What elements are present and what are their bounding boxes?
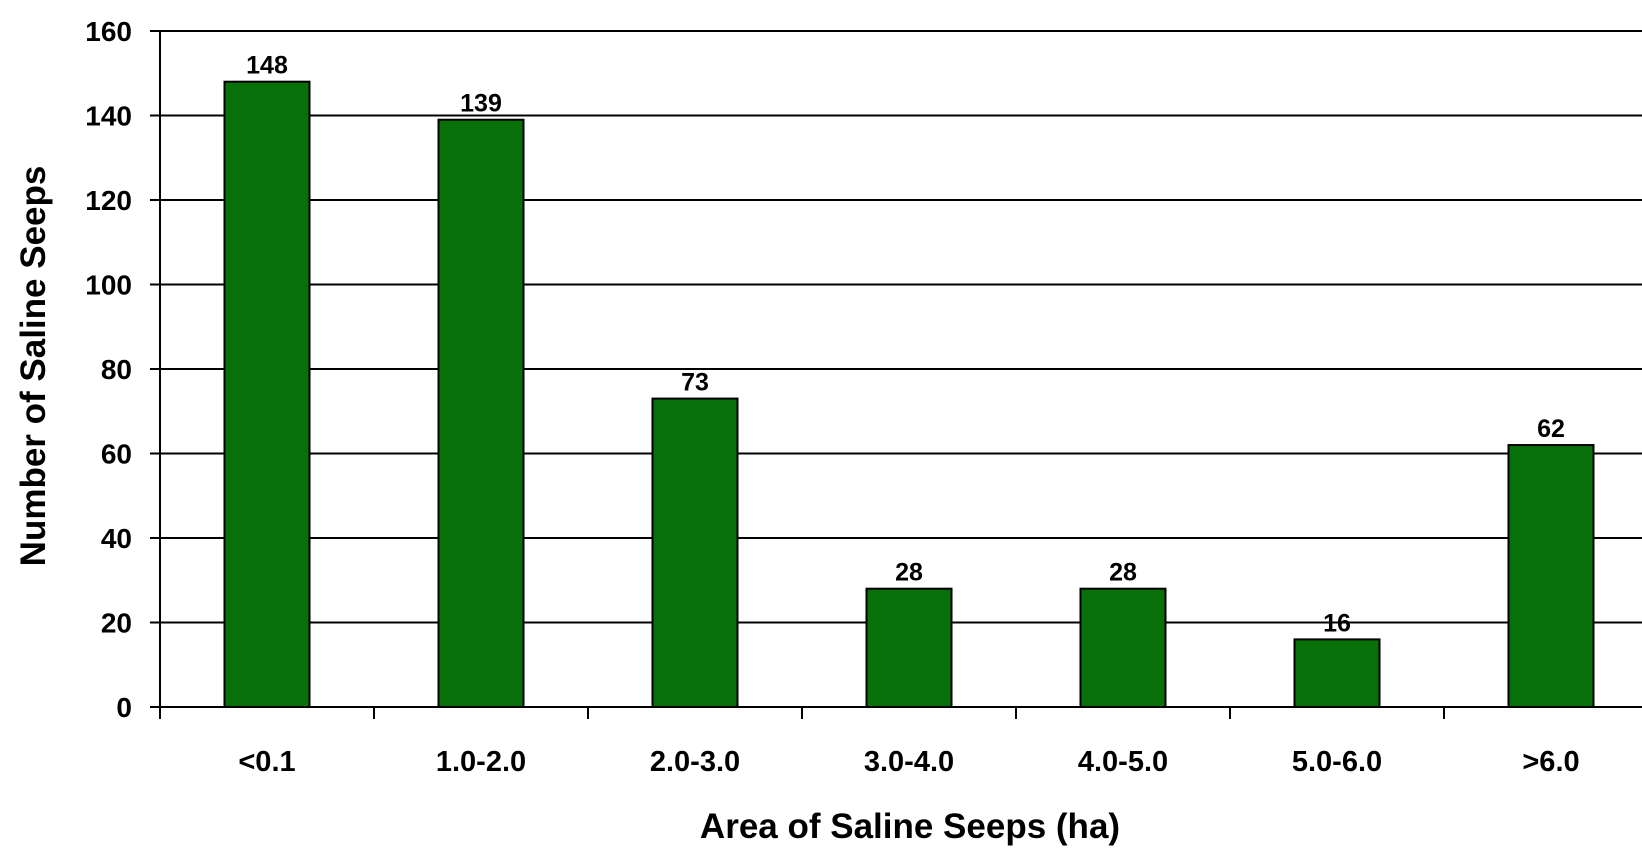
y-tick-label: 100 xyxy=(85,270,132,301)
x-tick-label: 1.0-2.0 xyxy=(436,746,526,778)
y-tick-label: 0 xyxy=(116,692,132,723)
bar xyxy=(1293,638,1381,709)
x-tick-label: 2.0-3.0 xyxy=(650,746,740,778)
y-tick-label: 120 xyxy=(85,185,132,216)
x-axis-title: Area of Saline Seeps (ha) xyxy=(700,807,1120,846)
x-tick-label: 4.0-5.0 xyxy=(1078,746,1168,778)
x-tick-label: 3.0-4.0 xyxy=(864,746,954,778)
data-label: 148 xyxy=(246,52,288,80)
y-tick-label: 80 xyxy=(101,354,132,385)
labels: 0 20 40 60 80 100 120 140 160 148 <0.1 139 1.0-2.0 73… xyxy=(85,16,1579,778)
y-tick-label: 140 xyxy=(85,101,132,132)
data-label: 16 xyxy=(1323,609,1351,637)
bar xyxy=(223,80,311,708)
bars xyxy=(223,80,1595,709)
data-label: 62 xyxy=(1537,415,1565,443)
y-tick-label: 60 xyxy=(101,439,132,470)
x-tick-label: 5.0-6.0 xyxy=(1292,746,1382,778)
gridlines xyxy=(160,30,1642,624)
y-tick-label: 160 xyxy=(85,16,132,47)
y-axis-title: Number of Saline Seeps xyxy=(14,166,53,567)
data-label: 139 xyxy=(460,90,502,118)
x-tick-label: >6.0 xyxy=(1522,746,1579,778)
data-label: 73 xyxy=(681,369,709,397)
bar xyxy=(1507,444,1595,708)
data-label: 28 xyxy=(895,559,923,587)
data-label: 28 xyxy=(1109,559,1137,587)
bar xyxy=(865,587,953,709)
bar xyxy=(1079,587,1167,709)
axes xyxy=(150,30,1642,719)
y-tick-label: 40 xyxy=(101,523,132,554)
x-tick-label: <0.1 xyxy=(238,746,295,778)
bar xyxy=(651,397,739,708)
y-tick-label: 20 xyxy=(101,608,132,639)
bar xyxy=(437,118,525,709)
